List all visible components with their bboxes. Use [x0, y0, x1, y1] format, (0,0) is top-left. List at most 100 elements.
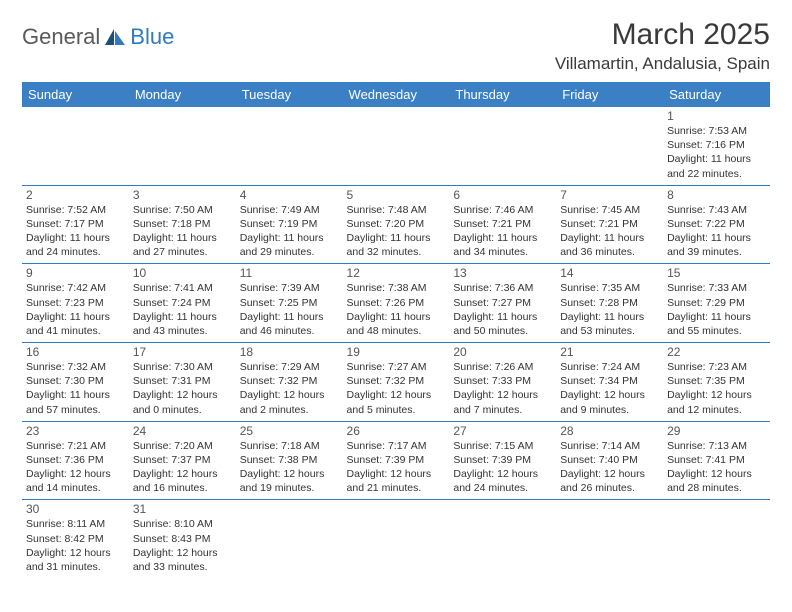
calendar-day: 27Sunrise: 7:15 AMSunset: 7:39 PMDayligh…	[449, 421, 556, 500]
day-number: 12	[347, 266, 446, 280]
daylight-line: and 26 minutes.	[560, 481, 659, 495]
sunrise-line: Sunrise: 7:23 AM	[667, 360, 766, 374]
sunset-line: Sunset: 7:32 PM	[347, 374, 446, 388]
sunset-line: Sunset: 7:32 PM	[240, 374, 339, 388]
sunset-line: Sunset: 7:21 PM	[560, 217, 659, 231]
sunrise-line: Sunrise: 7:26 AM	[453, 360, 552, 374]
daylight-line: and 50 minutes.	[453, 324, 552, 338]
day-number: 23	[26, 424, 125, 438]
sunset-line: Sunset: 8:43 PM	[133, 532, 232, 546]
daylight-line: and 19 minutes.	[240, 481, 339, 495]
sunrise-line: Sunrise: 7:42 AM	[26, 281, 125, 295]
calendar-day: 28Sunrise: 7:14 AMSunset: 7:40 PMDayligh…	[556, 421, 663, 500]
daylight-line: Daylight: 12 hours	[26, 546, 125, 560]
daylight-line: and 12 minutes.	[667, 403, 766, 417]
calendar-day: 23Sunrise: 7:21 AMSunset: 7:36 PMDayligh…	[22, 421, 129, 500]
daylight-line: Daylight: 11 hours	[667, 152, 766, 166]
day-number: 21	[560, 345, 659, 359]
sunset-line: Sunset: 7:28 PM	[560, 296, 659, 310]
sunrise-line: Sunrise: 7:43 AM	[667, 203, 766, 217]
daylight-line: and 34 minutes.	[453, 245, 552, 259]
sunrise-line: Sunrise: 7:17 AM	[347, 439, 446, 453]
sunrise-line: Sunrise: 8:10 AM	[133, 517, 232, 531]
sunset-line: Sunset: 7:33 PM	[453, 374, 552, 388]
day-header: Monday	[129, 82, 236, 107]
calendar-day: 2Sunrise: 7:52 AMSunset: 7:17 PMDaylight…	[22, 185, 129, 264]
sunrise-line: Sunrise: 7:49 AM	[240, 203, 339, 217]
sunset-line: Sunset: 7:41 PM	[667, 453, 766, 467]
day-header: Wednesday	[343, 82, 450, 107]
day-number: 11	[240, 266, 339, 280]
sunset-line: Sunset: 7:22 PM	[667, 217, 766, 231]
daylight-line: Daylight: 11 hours	[133, 310, 232, 324]
sunset-line: Sunset: 7:38 PM	[240, 453, 339, 467]
logo: General Blue	[22, 24, 174, 50]
calendar-week: 23Sunrise: 7:21 AMSunset: 7:36 PMDayligh…	[22, 421, 770, 500]
calendar-day: 8Sunrise: 7:43 AMSunset: 7:22 PMDaylight…	[663, 185, 770, 264]
calendar-week: 30Sunrise: 8:11 AMSunset: 8:42 PMDayligh…	[22, 500, 770, 578]
sunset-line: Sunset: 7:16 PM	[667, 138, 766, 152]
calendar-week: 9Sunrise: 7:42 AMSunset: 7:23 PMDaylight…	[22, 264, 770, 343]
daylight-line: Daylight: 12 hours	[347, 388, 446, 402]
calendar-empty	[343, 107, 450, 185]
calendar-day: 7Sunrise: 7:45 AMSunset: 7:21 PMDaylight…	[556, 185, 663, 264]
day-number: 30	[26, 502, 125, 516]
calendar-empty	[343, 500, 450, 578]
calendar-day: 6Sunrise: 7:46 AMSunset: 7:21 PMDaylight…	[449, 185, 556, 264]
sunset-line: Sunset: 7:39 PM	[347, 453, 446, 467]
sunrise-line: Sunrise: 7:20 AM	[133, 439, 232, 453]
day-number: 3	[133, 188, 232, 202]
sunrise-line: Sunrise: 7:53 AM	[667, 124, 766, 138]
day-number: 26	[347, 424, 446, 438]
calendar-table: SundayMondayTuesdayWednesdayThursdayFrid…	[22, 82, 770, 578]
calendar-day: 14Sunrise: 7:35 AMSunset: 7:28 PMDayligh…	[556, 264, 663, 343]
daylight-line: Daylight: 12 hours	[26, 467, 125, 481]
calendar-body: 1Sunrise: 7:53 AMSunset: 7:16 PMDaylight…	[22, 107, 770, 578]
daylight-line: Daylight: 12 hours	[453, 467, 552, 481]
sunrise-line: Sunrise: 7:29 AM	[240, 360, 339, 374]
daylight-line: and 48 minutes.	[347, 324, 446, 338]
calendar-day: 21Sunrise: 7:24 AMSunset: 7:34 PMDayligh…	[556, 343, 663, 422]
calendar-day: 4Sunrise: 7:49 AMSunset: 7:19 PMDaylight…	[236, 185, 343, 264]
day-number: 10	[133, 266, 232, 280]
daylight-line: and 5 minutes.	[347, 403, 446, 417]
daylight-line: and 16 minutes.	[133, 481, 232, 495]
calendar-day: 12Sunrise: 7:38 AMSunset: 7:26 PMDayligh…	[343, 264, 450, 343]
sunset-line: Sunset: 8:42 PM	[26, 532, 125, 546]
daylight-line: Daylight: 11 hours	[240, 310, 339, 324]
sunrise-line: Sunrise: 7:35 AM	[560, 281, 659, 295]
daylight-line: and 36 minutes.	[560, 245, 659, 259]
calendar-empty	[663, 500, 770, 578]
month-title: March 2025	[555, 18, 770, 52]
calendar-empty	[449, 500, 556, 578]
day-number: 7	[560, 188, 659, 202]
daylight-line: Daylight: 12 hours	[133, 546, 232, 560]
day-number: 17	[133, 345, 232, 359]
day-number: 2	[26, 188, 125, 202]
daylight-line: and 22 minutes.	[667, 167, 766, 181]
calendar-day: 19Sunrise: 7:27 AMSunset: 7:32 PMDayligh…	[343, 343, 450, 422]
logo-text-general: General	[22, 24, 100, 50]
day-header: Saturday	[663, 82, 770, 107]
day-number: 1	[667, 109, 766, 123]
day-header-row: SundayMondayTuesdayWednesdayThursdayFrid…	[22, 82, 770, 107]
day-number: 19	[347, 345, 446, 359]
sunset-line: Sunset: 7:18 PM	[133, 217, 232, 231]
sunrise-line: Sunrise: 7:38 AM	[347, 281, 446, 295]
sunrise-line: Sunrise: 7:33 AM	[667, 281, 766, 295]
calendar-day: 17Sunrise: 7:30 AMSunset: 7:31 PMDayligh…	[129, 343, 236, 422]
sunrise-line: Sunrise: 7:30 AM	[133, 360, 232, 374]
calendar-day: 9Sunrise: 7:42 AMSunset: 7:23 PMDaylight…	[22, 264, 129, 343]
daylight-line: Daylight: 11 hours	[240, 231, 339, 245]
day-number: 15	[667, 266, 766, 280]
daylight-line: Daylight: 11 hours	[667, 310, 766, 324]
sunset-line: Sunset: 7:20 PM	[347, 217, 446, 231]
daylight-line: and 0 minutes.	[133, 403, 232, 417]
day-number: 18	[240, 345, 339, 359]
day-number: 29	[667, 424, 766, 438]
daylight-line: Daylight: 11 hours	[347, 310, 446, 324]
sunrise-line: Sunrise: 8:11 AM	[26, 517, 125, 531]
daylight-line: and 21 minutes.	[347, 481, 446, 495]
title-block: March 2025 Villamartin, Andalusia, Spain	[555, 18, 770, 74]
day-number: 8	[667, 188, 766, 202]
